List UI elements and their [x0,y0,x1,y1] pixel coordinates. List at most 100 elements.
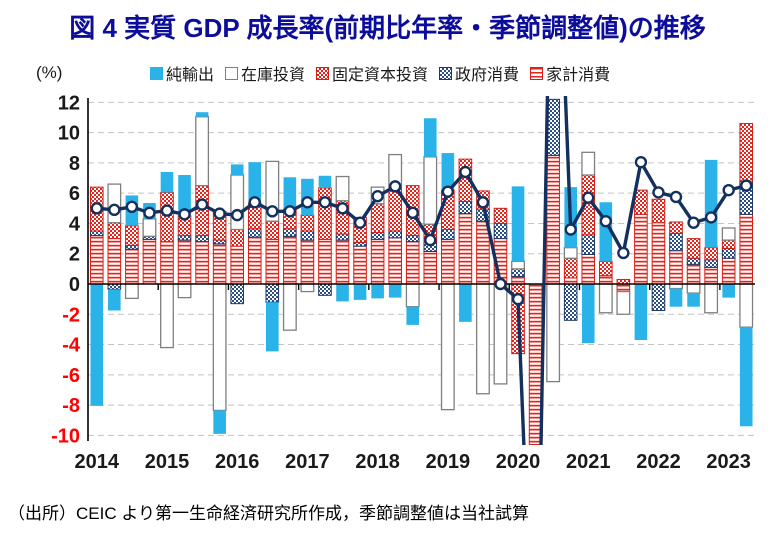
y-tick-label: 0 [69,274,80,296]
bar-segment-household [160,241,174,285]
bar-segment-government [721,247,736,259]
bar-segment-net_exports [248,162,262,204]
bar-segment-household [599,275,613,285]
bar-segment-net_exports [687,293,700,307]
gdp-line-marker [125,200,139,214]
gdp-line-marker [617,246,630,260]
gdp-line-marker [143,206,156,220]
y-tick-label: 4 [69,213,81,235]
bar-segment-fixed_investment [265,220,280,240]
bar-segment-inventory [686,283,701,294]
x-year-label: 2015 [145,451,190,473]
bar-segment-household [441,238,455,285]
bar-segment-net_exports [423,118,437,157]
bar-segment-government [405,235,420,243]
bar-segment-household [353,245,367,285]
bar-segment-government [195,235,209,243]
bar-segment-inventory [212,283,227,412]
gdp-line-marker [582,191,595,204]
bar-segment-net_exports [178,175,191,216]
bar-segment-net_exports [195,112,209,117]
bar-segment-government [177,235,192,241]
bar-segment-net_exports [459,284,472,322]
x-year-label: 2020 [496,451,541,473]
bar-segment-net_exports [722,284,735,298]
gdp-line-marker [424,233,437,247]
bar-segment-household [423,250,438,285]
y-tick-label: -4 [62,335,81,357]
bar-segment-net_exports [266,302,279,352]
bar-segment-household [212,243,227,285]
fixed-investment-swatch-icon [316,66,330,80]
bar-segment-government [89,230,104,237]
bar-segment-household [335,239,350,285]
y-tick-label: 12 [58,92,80,114]
y-tick-label: 8 [69,153,80,175]
bar-segment-fixed_investment [160,191,174,243]
bar-segment-government [686,257,701,265]
bar-segment-fixed_investment [125,225,139,246]
bar-segment-net_exports [108,289,121,311]
gdp-line-marker [494,277,507,291]
bar-segment-government [563,283,578,321]
bar-segment-household [546,154,560,285]
y-tick-label: -10 [51,425,80,447]
bar-segment-net_exports [406,306,420,325]
bar-segment-government [704,259,718,268]
bar-segment-household [125,248,139,285]
bar-segment-net_exports [704,159,718,248]
bar-segment-fixed_investment [721,239,736,249]
legend-item-fixed-investment: 固定資本投資 [316,61,428,85]
y-tick-label: -6 [62,365,80,387]
bar-segment-household [195,241,209,285]
bar-segment-fixed_investment [370,203,385,234]
bar-segment-net_exports [90,284,104,406]
government-swatch-icon [439,66,453,80]
bar-segment-inventory [721,227,736,241]
y-axis-unit-label: (%) [36,63,63,82]
bar-segment-net_exports [230,164,244,176]
gdp-line-marker [283,205,297,218]
gdp-line-marker [476,196,490,209]
y-tick-label: 2 [69,244,80,266]
gdp-line-marker [459,165,472,179]
bar-segment-government [581,234,596,255]
bar-segment-inventory [230,174,245,231]
bar-segment-inventory [563,247,578,259]
bar-segment-household [230,245,244,285]
gdp-line-marker [90,202,103,215]
x-year-label: 2019 [426,451,471,473]
gdp-line-marker [266,205,279,218]
gdp-line-marker [160,204,174,217]
bar-segment-inventory [423,156,438,225]
bar-segment-inventory [300,283,315,293]
y-tick-label: -8 [62,395,80,417]
bar-segment-net_exports [213,410,226,434]
household-swatch-icon [530,66,544,80]
bar-segment-net_exports [353,284,367,300]
bar-segment-fixed_investment [651,198,666,224]
bar-segment-fixed_investment [563,257,578,279]
gdp-line-marker [388,180,402,193]
gdp-line-marker [301,196,314,209]
x-year-label: 2022 [636,451,681,473]
inventory-swatch-icon [225,66,239,80]
bar-segment-inventory [160,283,174,349]
bar-segment-fixed_investment [493,207,508,224]
legend-label: 政府消費 [455,67,520,84]
legend-label: 固定資本投資 [332,67,429,84]
gdp-line-marker [108,203,121,217]
gdp-line-marker [652,186,665,199]
bar-segment-net_exports [283,177,297,210]
bar-segment-government [335,233,350,241]
bar-segment-household [651,222,666,285]
x-year-label: 2017 [285,451,330,473]
bar-segment-household [107,238,122,285]
bar-segment-inventory [739,283,754,328]
bar-segment-household [370,238,385,285]
bar-segment-household [669,250,683,285]
legend-item-net-exports: 純輸出 [150,61,214,85]
bar-segment-government [353,241,367,247]
